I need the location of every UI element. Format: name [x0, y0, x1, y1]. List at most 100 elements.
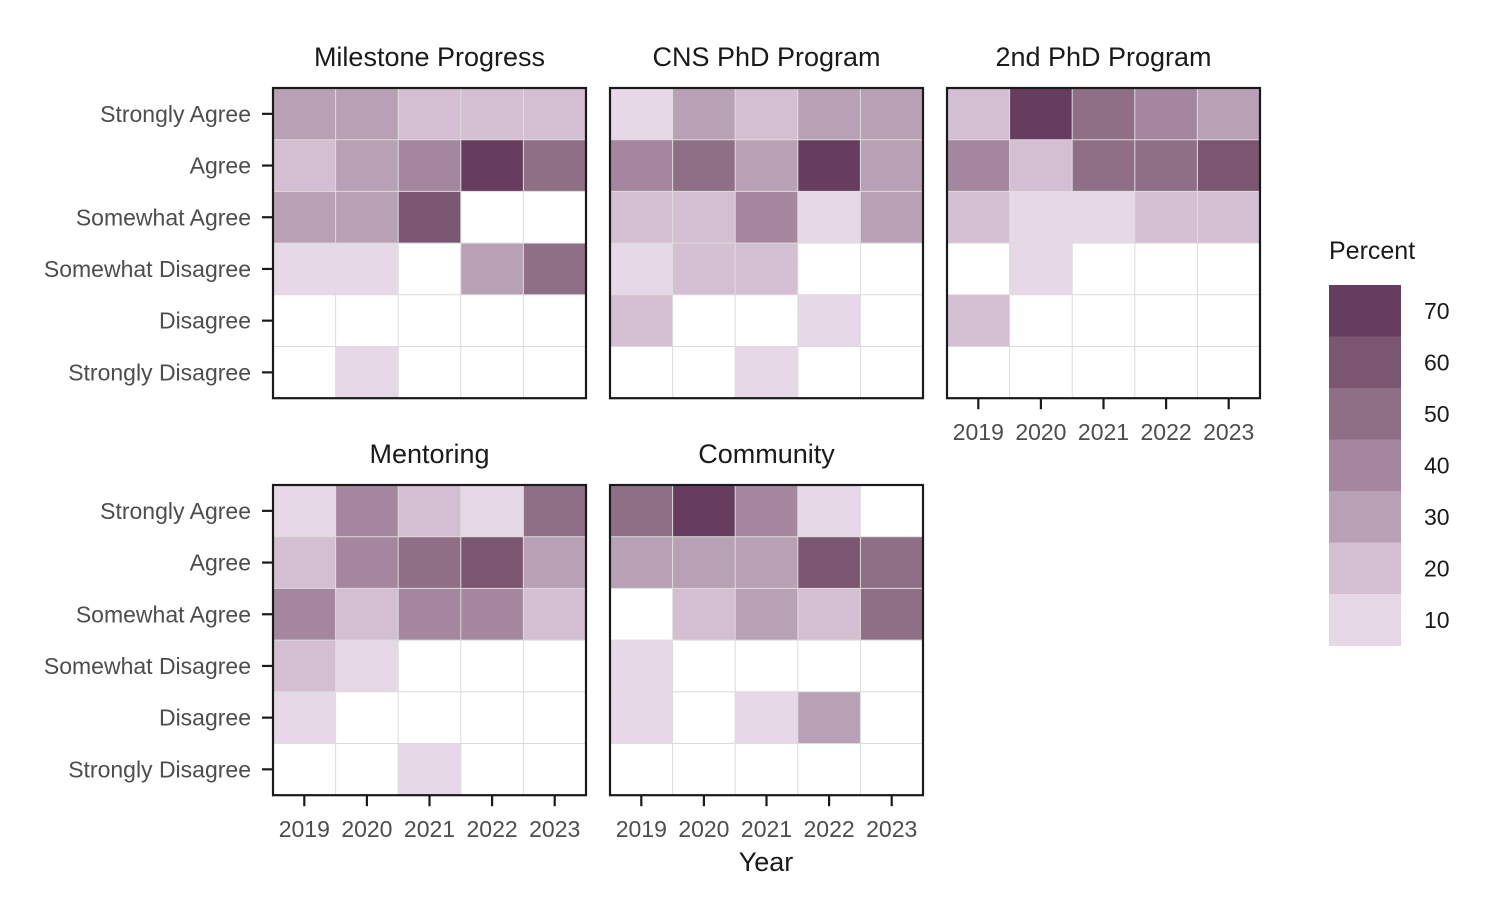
heatmap-cell	[1072, 88, 1135, 140]
y-tick-label: Strongly Disagree	[68, 359, 251, 385]
x-tick-label: 2021	[404, 816, 455, 842]
panel-title: Mentoring	[369, 439, 489, 469]
heatmap-cell	[947, 191, 1010, 244]
heatmap-cell	[1009, 346, 1073, 399]
heatmap-cell	[335, 743, 399, 796]
heatmap-cell	[610, 191, 673, 244]
y-tick-label: Somewhat Agree	[76, 204, 251, 230]
heatmap-cell	[860, 536, 923, 589]
heatmap-cell	[610, 294, 673, 347]
heatmap-cell	[672, 743, 736, 796]
legend-tick-label: 40	[1424, 452, 1450, 478]
heatmap-cell	[335, 243, 399, 295]
legend-swatch	[1329, 542, 1401, 595]
heatmap-cell	[335, 640, 399, 692]
heatmap-cell	[610, 243, 673, 295]
legend-tick-label: 50	[1424, 401, 1450, 427]
heatmap-cell	[735, 88, 798, 140]
heatmap-cell	[523, 485, 586, 537]
legend-swatch	[1329, 285, 1401, 337]
legend: Percent 70 60 50 40 30 20 10	[1329, 237, 1450, 646]
y-tick-label: Somewhat Disagree	[44, 653, 251, 679]
legend-swatch	[1329, 491, 1401, 543]
heatmap-cell	[460, 346, 524, 399]
heatmap-cell	[523, 88, 586, 140]
heatmap-cell	[735, 243, 798, 295]
legend-tick-label: 10	[1424, 607, 1450, 633]
panel-title: 2nd PhD Program	[995, 42, 1211, 72]
heatmap-cell	[1134, 88, 1198, 140]
heatmap-cell	[460, 743, 524, 796]
heatmap-cell	[797, 139, 861, 192]
heatmap-cell	[1072, 139, 1135, 192]
heatmap-cell	[860, 243, 923, 295]
heatmap-cell	[460, 243, 524, 295]
heatmap-cell	[797, 191, 861, 244]
heatmap-cell	[797, 294, 861, 347]
heatmap-cell	[398, 640, 461, 692]
heatmap-cell	[735, 691, 798, 744]
heatmap-cell	[610, 485, 673, 537]
heatmap-cell	[1197, 139, 1260, 192]
panel-title: Community	[698, 439, 835, 469]
heatmap-cell	[398, 588, 461, 641]
heatmap-cell	[460, 88, 524, 140]
x-tick-label: 2022	[804, 816, 855, 842]
panels-layer: Milestone Progress Strongly Agree Agree Som…	[44, 42, 1262, 842]
heatmap-cell	[672, 588, 736, 641]
heatmap-cell	[1009, 88, 1073, 140]
heatmap-cell	[335, 294, 399, 347]
legend-tick-label: 30	[1424, 504, 1450, 530]
heatmap-cell	[460, 139, 524, 192]
heatmap-cell	[398, 294, 461, 347]
heatmap-cell	[947, 88, 1010, 140]
heatmap-cell	[1197, 191, 1260, 244]
heatmap-cell	[610, 691, 673, 744]
heatmap-cell	[273, 536, 336, 589]
legend-title: Percent	[1329, 237, 1415, 265]
heatmap-cell	[860, 640, 923, 692]
heatmap-cell	[1009, 139, 1073, 192]
heatmap-cell	[460, 691, 524, 744]
heatmap-cell	[860, 88, 923, 140]
heatmap-cell	[1197, 346, 1260, 399]
heatmap-cell	[1134, 294, 1198, 347]
heatmap-cell	[735, 346, 798, 399]
heatmap-cell	[1134, 346, 1198, 399]
heatmap-cell	[797, 588, 861, 641]
heatmap-cell	[335, 536, 399, 589]
x-tick-label: 2020	[678, 816, 729, 842]
y-tick-label: Strongly Agree	[100, 101, 251, 127]
heatmap-cell	[672, 691, 736, 744]
y-tick-label: Agree	[190, 550, 251, 576]
heatmap-cell	[860, 743, 923, 796]
heatmap-cell	[273, 588, 336, 641]
heatmap-cell	[672, 346, 736, 399]
heatmap-cell	[398, 191, 461, 244]
heatmap-cell	[273, 139, 336, 192]
heatmap-cell	[335, 588, 399, 641]
y-tick-label: Disagree	[159, 705, 251, 731]
heatmap-cell	[335, 88, 399, 140]
heatmap-cell	[398, 536, 461, 589]
heatmap-cell	[672, 88, 736, 140]
heatmap-cell	[1072, 294, 1135, 347]
heatmap-cell	[610, 536, 673, 589]
heatmap-cell	[273, 485, 336, 537]
heatmap-cell	[610, 88, 673, 140]
heatmap-cell	[273, 346, 336, 399]
heatmap-cell	[735, 536, 798, 589]
heatmap-cell	[860, 588, 923, 641]
heatmap-cell	[610, 640, 673, 692]
y-tick-label: Somewhat Disagree	[44, 256, 251, 282]
heatmap-cell	[523, 243, 586, 295]
heatmap-cell	[672, 294, 736, 347]
heatmap-cell	[947, 139, 1010, 192]
heatmap-cell	[797, 640, 861, 692]
panel-title: CNS PhD Program	[652, 42, 880, 72]
heatmap-cell	[273, 88, 336, 140]
y-tick-label: Somewhat Agree	[76, 601, 251, 627]
heatmap-cell	[273, 691, 336, 744]
heatmap-cell	[523, 743, 586, 796]
heatmap-cell	[1134, 139, 1198, 192]
